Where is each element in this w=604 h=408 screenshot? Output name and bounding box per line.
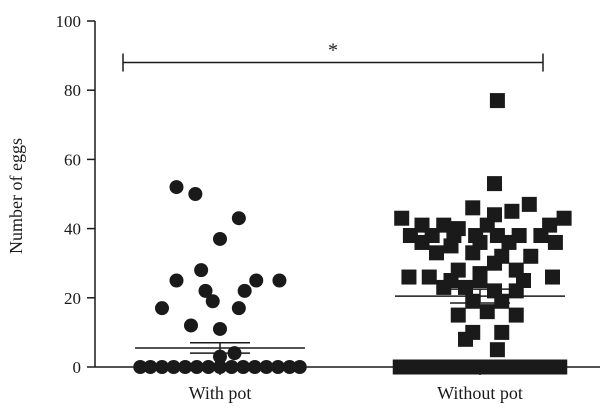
data-point: [213, 231, 227, 246]
data-point: [155, 360, 169, 374]
data-point: [489, 342, 505, 358]
data-point: [540, 359, 556, 375]
data-point: [236, 360, 251, 374]
data-point: [465, 200, 481, 216]
data-point: [421, 269, 437, 285]
data-point: [439, 359, 455, 375]
data-point: [231, 211, 246, 226]
data-point: [556, 210, 572, 226]
data-point: [259, 360, 274, 374]
y-axis: 0 20 40 60 80 100: [56, 12, 96, 377]
data-point: [487, 255, 502, 271]
data-point: [489, 228, 505, 244]
data-point: [394, 210, 410, 226]
data-point: [188, 187, 203, 201]
data-point: [169, 273, 184, 288]
data-point: [282, 360, 297, 374]
plot-area: [133, 93, 572, 375]
data-point: [401, 269, 417, 285]
y-tick-label: 80: [64, 81, 81, 100]
data-point: [482, 359, 498, 375]
data-point: [271, 360, 285, 374]
data-point: [450, 359, 466, 375]
y-tick-label: 40: [64, 220, 81, 239]
y-tick-label: 100: [56, 12, 82, 31]
series-1: [133, 180, 307, 374]
data-point: [552, 359, 568, 375]
data-point: [458, 331, 473, 347]
data-point: [194, 263, 209, 278]
data-point: [479, 304, 495, 320]
data-point: [198, 283, 213, 298]
data-point: [201, 360, 216, 374]
data-point: [237, 283, 252, 298]
data-point: [523, 248, 539, 264]
data-point: [517, 359, 533, 375]
significance-label: *: [328, 40, 338, 62]
data-point: [501, 234, 517, 250]
data-point: [429, 245, 444, 261]
series-2: [392, 93, 572, 375]
data-point: [443, 238, 459, 254]
data-point: [505, 359, 521, 375]
data-point: [494, 324, 510, 340]
data-point: [529, 359, 545, 375]
data-point: [292, 360, 307, 374]
data-point: [494, 359, 510, 375]
significance-bracket: *: [122, 40, 544, 72]
y-tick-label: 0: [73, 358, 82, 377]
data-point: [545, 269, 560, 285]
data-point: [533, 228, 549, 244]
data-point: [465, 245, 481, 261]
data-point: [415, 359, 431, 375]
y-tick-label: 20: [64, 289, 81, 308]
x-tick-label: With pot: [189, 383, 252, 403]
data-point: [166, 360, 181, 374]
data-point: [436, 279, 452, 295]
data-point: [402, 228, 418, 244]
data-point: [547, 234, 563, 250]
data-point: [272, 273, 287, 288]
data-point: [184, 318, 198, 333]
data-point: [427, 359, 443, 375]
data-point: [143, 360, 158, 374]
data-point: [224, 360, 239, 374]
data-point: [508, 283, 524, 299]
data-point: [404, 359, 420, 375]
data-point: [213, 360, 227, 374]
data-point: [155, 301, 169, 316]
data-point: [231, 301, 246, 316]
data-point: [178, 360, 193, 374]
data-point: [465, 293, 481, 309]
x-tick-label: Without pot: [437, 383, 523, 403]
data-point: [189, 360, 204, 374]
data-point: [414, 234, 430, 250]
data-point: [472, 273, 488, 288]
y-tick-label: 60: [64, 150, 81, 169]
data-point: [521, 196, 537, 212]
data-point: [458, 279, 473, 295]
data-point: [504, 203, 520, 219]
data-point: [249, 273, 264, 288]
y-axis-label: Number of eggs: [6, 138, 26, 254]
data-point: [169, 180, 184, 195]
data-point: [392, 359, 408, 375]
data-point: [494, 293, 510, 309]
data-point: [487, 176, 502, 192]
data-point: [450, 307, 466, 323]
data-point: [247, 360, 262, 374]
data-point: [508, 307, 524, 323]
data-point: [489, 93, 505, 109]
data-point: [213, 321, 227, 336]
data-point: [205, 294, 220, 309]
data-point: [133, 360, 148, 374]
